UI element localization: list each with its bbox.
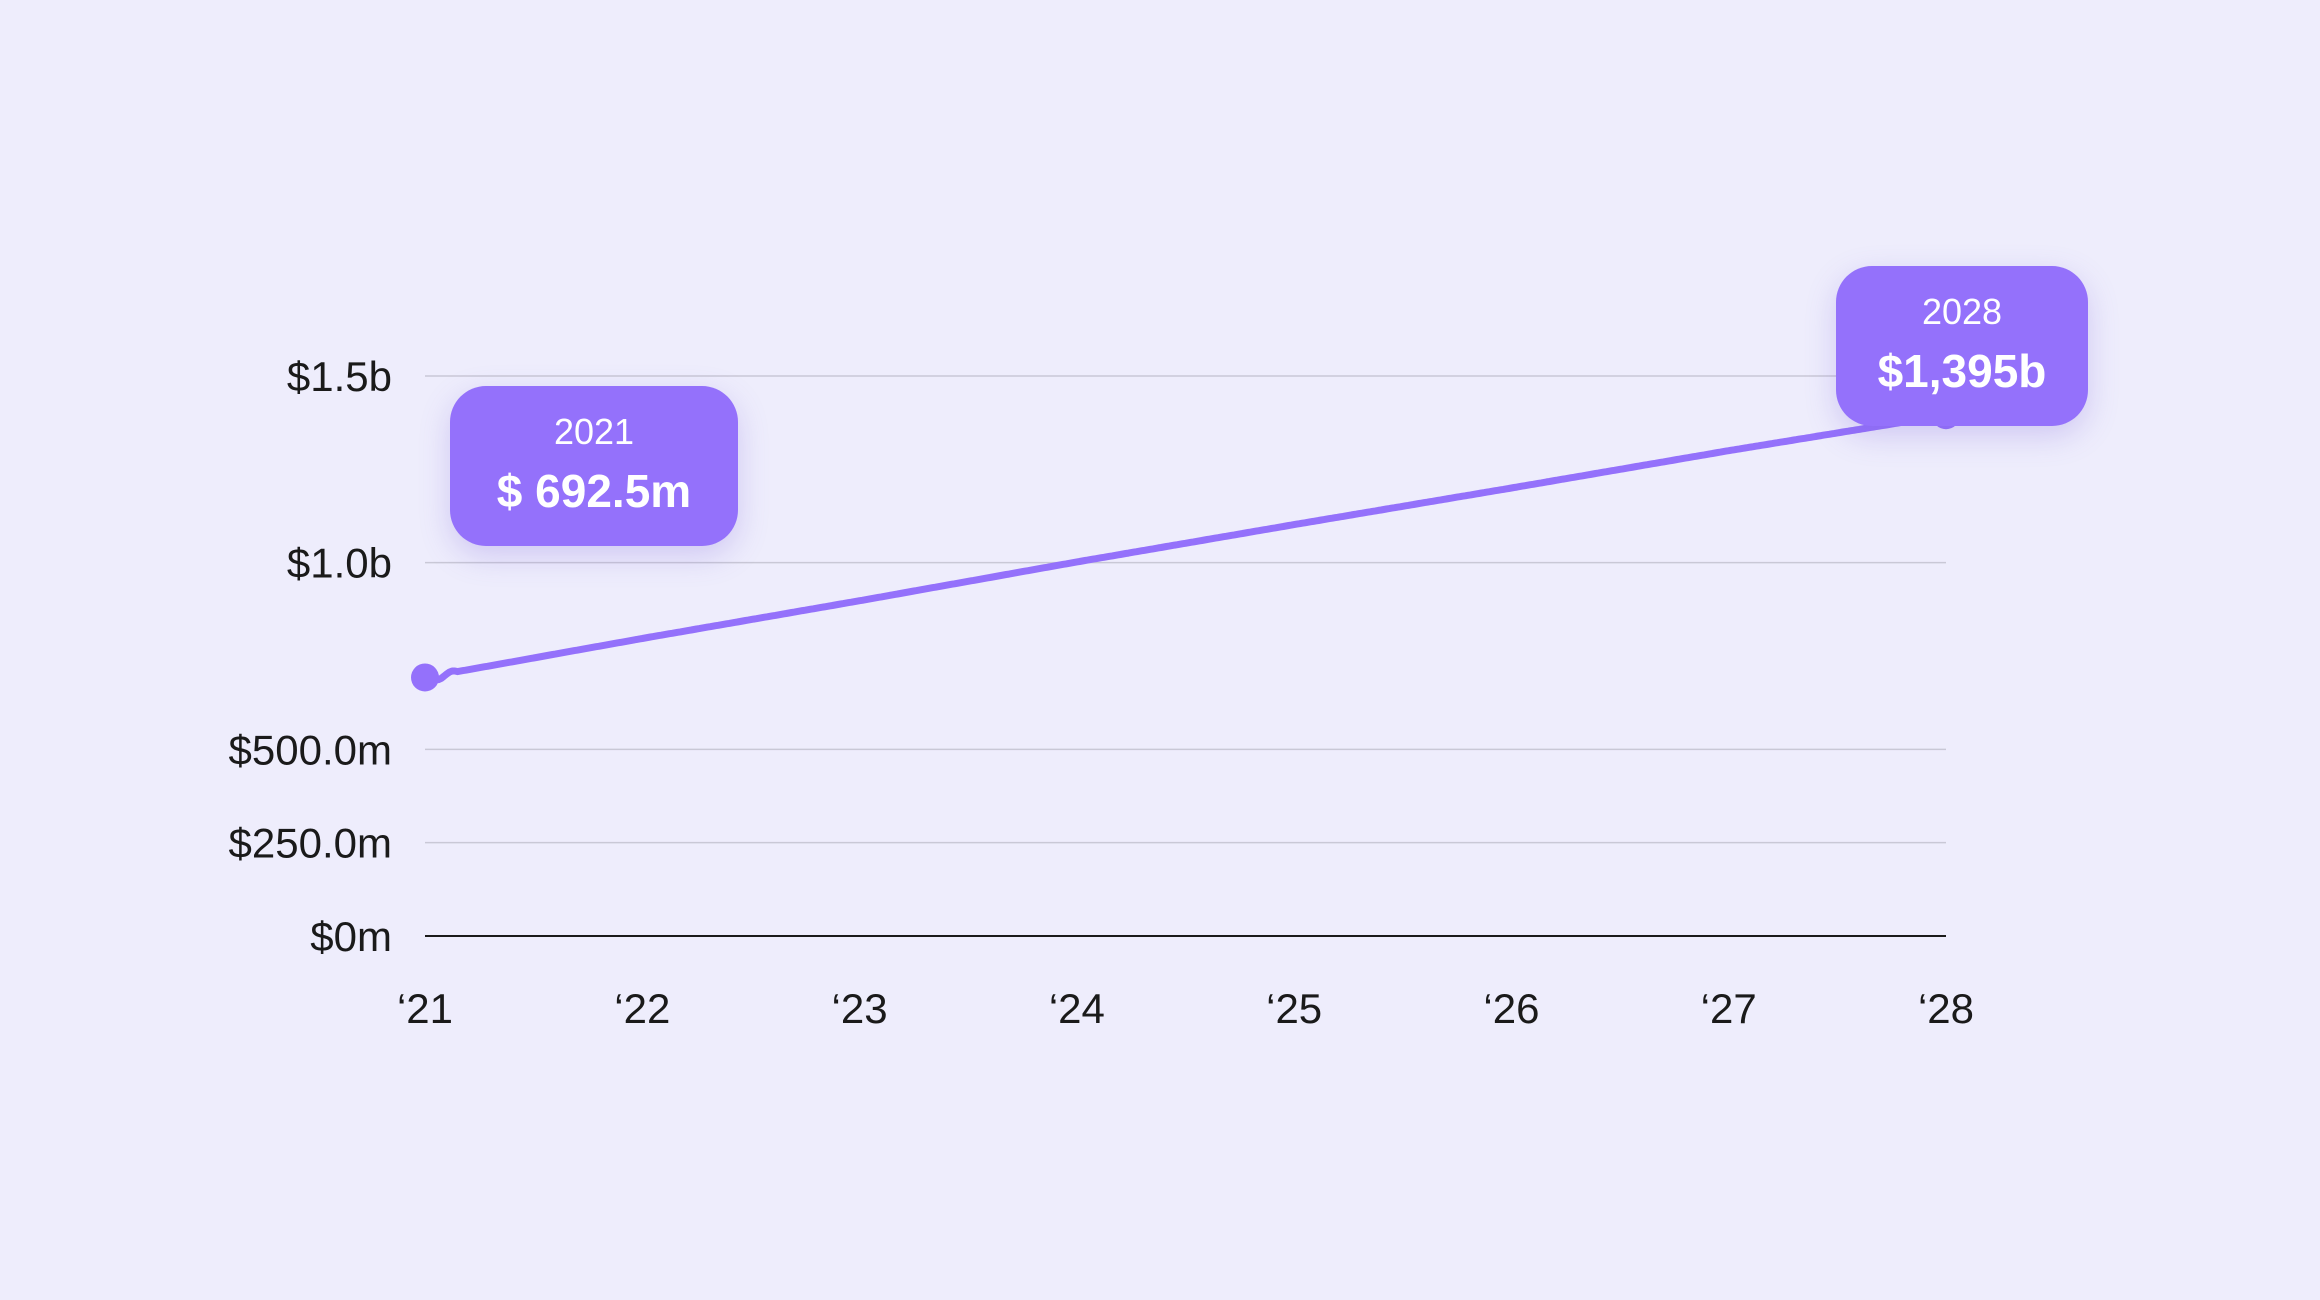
x-tick-label: ‘27 xyxy=(1701,985,1757,1032)
start-year-label: 2021 xyxy=(553,411,635,452)
y-tick-label: $500.0m xyxy=(229,726,392,773)
x-tick-label: ‘25 xyxy=(1266,985,1322,1032)
x-axis-ticks: ‘21 ‘22 ‘23 ‘24 ‘25 ‘26 ‘27 ‘28 xyxy=(397,985,1974,1032)
x-tick-label: ‘21 xyxy=(397,985,453,1032)
start-value-label: $ 692.5m xyxy=(496,465,692,517)
y-tick-label: $0m xyxy=(310,913,392,960)
series-line xyxy=(421,411,1950,684)
y-tick-label: $1.5b xyxy=(287,353,392,400)
y-axis-ticks: $0m $250.0m $500.0m $1.0b $1.5b xyxy=(229,353,392,960)
x-tick-label: ‘24 xyxy=(1049,985,1105,1032)
end-value-callout: 2028 $1,395b xyxy=(1836,266,2088,426)
x-tick-label: ‘22 xyxy=(614,985,670,1032)
x-tick-label: ‘26 xyxy=(1483,985,1539,1032)
x-tick-label: ‘23 xyxy=(832,985,888,1032)
y-tick-label: $250.0m xyxy=(229,820,392,867)
end-value-label: $1,395b xyxy=(1877,345,2047,397)
gridlines xyxy=(425,375,1946,937)
y-tick-label: $1.0b xyxy=(287,540,392,587)
end-year-label: 2028 xyxy=(1921,291,2003,332)
start-value-callout: 2021 $ 692.5m xyxy=(450,386,738,546)
x-tick-label: ‘28 xyxy=(1918,985,1974,1032)
start-data-point xyxy=(411,663,439,692)
